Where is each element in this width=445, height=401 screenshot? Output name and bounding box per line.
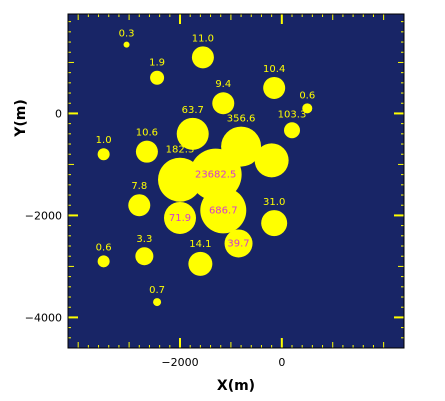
bubble-5	[302, 103, 313, 114]
bubble-9	[97, 148, 110, 161]
bubble-2	[191, 46, 214, 69]
y-tick-label: 0	[55, 107, 62, 120]
bubble-3	[212, 92, 235, 115]
bubble-22	[153, 298, 162, 307]
bubble-1	[150, 70, 165, 85]
y-tick-label: −4000	[25, 311, 62, 324]
bubble-6	[176, 117, 209, 150]
bubble-label-14: 7.8	[131, 181, 147, 192]
bubble-label-16: 686.7	[209, 205, 238, 216]
bubble-0	[123, 41, 130, 48]
bubble-label-8: 103.3	[278, 109, 307, 120]
bubble-label-1: 1.9	[149, 58, 165, 69]
y-axis-title: Y(m)	[13, 99, 29, 138]
bubble-8	[284, 122, 300, 139]
bubble-13	[189, 148, 242, 201]
bubble-label-20: 3.3	[136, 234, 152, 245]
bubble-label-6: 63.7	[182, 105, 204, 116]
bubble-label-2: 11.0	[192, 33, 214, 44]
bubble-label-15: 71.9	[169, 213, 191, 224]
bubble-label-22: 0.7	[149, 285, 165, 296]
bubble-4	[263, 76, 286, 99]
bubble-label-17: 39.7	[227, 238, 249, 249]
plot-frame	[67, 13, 405, 349]
bubble-label-7: 356.6	[227, 114, 256, 125]
bubble-14	[128, 194, 151, 217]
bubble-label-10: 10.6	[136, 128, 158, 139]
x-tick-label: −2000	[161, 356, 198, 369]
bubbles-layer: 0.3 1.9 11.0 9.4 10.4 0.6 63.7 356.6 103.3 1.0 10.…	[96, 29, 315, 307]
x-tick-label: 0	[278, 356, 285, 369]
bubble-19	[97, 255, 110, 268]
bubble-17	[224, 229, 253, 258]
x-axis-title: X(m)	[217, 378, 255, 394]
bubble-16	[200, 187, 247, 234]
bubble-label-18: 31.0	[263, 197, 285, 208]
bubble-label-21: 14.1	[189, 239, 211, 250]
bubble-label-0: 0.3	[119, 29, 135, 40]
bubble-label-4: 10.4	[263, 64, 285, 75]
bubble-15	[164, 201, 196, 234]
bubble-10	[135, 140, 158, 163]
bubble-18	[261, 210, 288, 237]
tick-labels-layer: −2000 0 −4000 −2000 0	[25, 107, 286, 369]
bubble-20	[135, 247, 154, 266]
bubble-21	[188, 251, 213, 276]
y-tick-label: −2000	[25, 209, 62, 222]
bubble-11	[254, 143, 289, 178]
bubble-label-19: 0.6	[96, 242, 112, 253]
bubble-label-9: 1.0	[96, 135, 112, 146]
bubble-label-5: 0.6	[299, 90, 315, 101]
bubble-label-13: 23682.5	[195, 170, 236, 181]
bubble-label-12: 182.3	[166, 145, 195, 156]
bubble-label-3: 9.4	[215, 79, 231, 90]
